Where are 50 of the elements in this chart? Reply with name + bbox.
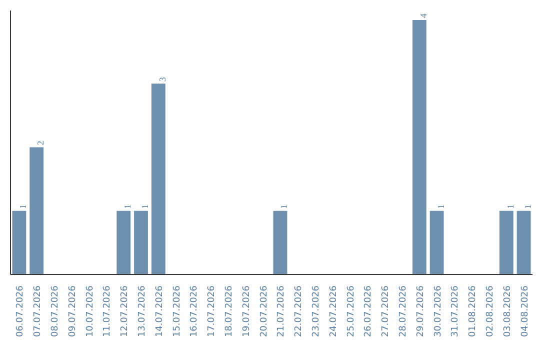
x-tick-label: 22.07.2026 <box>294 285 304 338</box>
x-tick-label: 26.07.2026 <box>364 285 374 338</box>
data-label: 1 <box>505 204 516 209</box>
data-label: 1 <box>522 204 533 209</box>
data-label: 1 <box>436 204 446 209</box>
x-tick-label: 12.07.2026 <box>120 285 130 338</box>
bar <box>499 210 514 274</box>
x-tick-label: 11.07.2026 <box>102 285 113 338</box>
x-tick-label: 21.07.2026 <box>276 285 287 338</box>
x-tick-label: 28.07.2026 <box>398 285 408 338</box>
bar <box>116 210 131 274</box>
x-tick-label: 17.07.2026 <box>207 285 218 338</box>
x-tick-label: 23.07.2026 <box>312 285 322 338</box>
bar <box>430 210 444 274</box>
bar <box>134 210 148 274</box>
data-label: 1 <box>279 204 290 209</box>
bar <box>273 210 288 274</box>
x-tick-label: 08.07.2026 <box>50 285 60 338</box>
x-tick-label: 14.07.2026 <box>154 285 165 338</box>
bar <box>516 210 531 274</box>
x-tick-label: 04.08.2026 <box>520 285 530 338</box>
x-tick-label: 01.08.2026 <box>468 285 478 338</box>
x-tick-label: 15.07.2026 <box>172 285 182 338</box>
bar <box>151 84 166 274</box>
x-tick-label: 18.07.2026 <box>224 285 234 338</box>
x-tick-label: 25.07.2026 <box>346 285 356 338</box>
x-tick-label: 03.08.2026 <box>502 285 513 338</box>
data-label: 3 <box>157 76 168 82</box>
x-tick-label: 29.07.2026 <box>416 285 426 338</box>
x-tick-label: 09.07.2026 <box>68 285 78 338</box>
bar <box>12 210 26 274</box>
x-tick-label: 13.07.2026 <box>138 285 148 338</box>
data-label: 1 <box>18 204 28 209</box>
data-label: 1 <box>140 204 150 209</box>
x-tick-label: 20.07.2026 <box>259 285 270 338</box>
bar <box>30 147 44 274</box>
x-tick-label: 27.07.2026 <box>381 285 392 338</box>
data-label: 1 <box>122 204 133 209</box>
data-label: 2 <box>36 140 46 146</box>
x-tick-label: 10.07.2026 <box>85 285 96 338</box>
x-tick-label: 02.08.2026 <box>486 285 496 338</box>
x-tick-label: 19.07.2026 <box>242 285 252 338</box>
x-tick-label: 07.07.2026 <box>33 285 44 338</box>
x-tick-label: 30.07.2026 <box>433 285 444 338</box>
x-tick-label: 31.07.2026 <box>450 285 461 338</box>
x-tick-label: 24.07.2026 <box>328 285 339 338</box>
x-tick-label: 16.07.2026 <box>190 285 200 338</box>
data-label: 4 <box>418 13 428 18</box>
bar <box>412 20 426 274</box>
x-tick-label: 06.07.2026 <box>16 285 26 338</box>
